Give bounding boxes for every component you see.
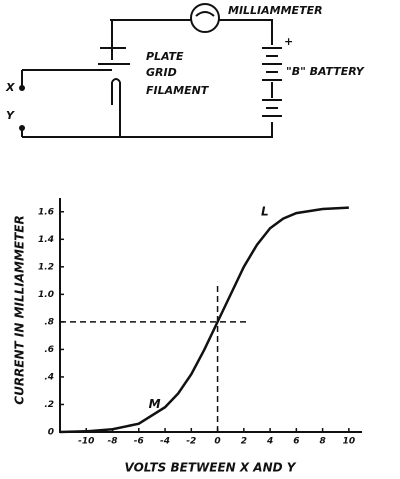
label: X [5,81,15,94]
annotation: M [149,397,161,411]
x-axis-label: VOLTS BETWEEN X AND Y [125,461,297,475]
x-tick-label: 2 [241,437,247,447]
label: Y [6,109,15,122]
y-axis-label: CURRENT IN MILLIAMMETER [13,215,27,404]
y-tick-label: .2 [44,400,54,410]
x-tick-label: 10 [343,437,356,447]
milliammeter-icon [190,3,220,33]
y-tick-label: 1.4 [38,235,54,245]
x-tick-label: -8 [108,437,118,447]
x-tick-label: 6 [293,437,299,447]
x-tick-label: 8 [319,437,325,447]
wires [22,19,273,138]
meter-needle [195,11,215,17]
annotation: L [261,204,269,218]
label: + [284,35,293,48]
y-tick-label: 1.6 [38,207,54,217]
x-tick-label: -4 [160,437,170,447]
y-tick-label: 1.2 [38,262,54,272]
x-tick-label: -2 [186,437,196,447]
battery [262,47,282,117]
chart: VOLTS BETWEEN X AND Y CURRENT IN MILLIAM… [13,215,297,474]
y-tick-label: 1.0 [38,290,54,300]
label: GRID [146,66,177,79]
x-tick-label: -6 [134,437,144,447]
label: "B" BATTERY [286,65,365,78]
y-tick-label: 0 [48,428,54,438]
curve [59,206,349,434]
label: FILAMENT [146,84,210,97]
x-tick-label: -10 [78,437,94,447]
y-tick-label: .4 [44,372,54,382]
y-tick-label: .8 [44,317,54,327]
axes [59,198,362,433]
circuit: MILLIAMMETER PLATE GRID FILAMENT X Y + "… [5,3,365,138]
plate-grid [98,47,130,65]
label: MILLIAMMETER [228,4,323,17]
x-tick-label: 0 [214,437,220,447]
x-tick-label: 4 [266,437,273,447]
label: PLATE [146,50,184,63]
y-tick-label: .6 [44,345,54,355]
filament [111,78,121,137]
